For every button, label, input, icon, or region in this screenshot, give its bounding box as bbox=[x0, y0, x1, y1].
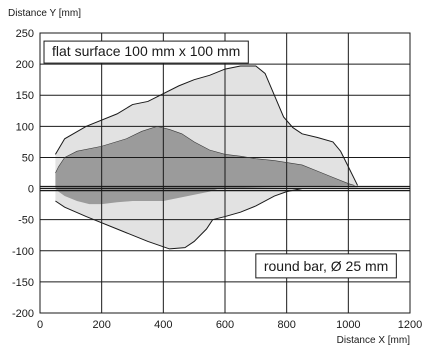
zero-axis-band bbox=[40, 185, 410, 192]
flat-surface-annotation: flat surface 100 mm x 100 mm bbox=[43, 40, 249, 64]
series-2-area bbox=[55, 126, 355, 205]
y-tick-label: -150 bbox=[12, 277, 34, 289]
round-bar-annotation: round bar, Ø 25 mm bbox=[255, 253, 397, 279]
series-2-upper-line bbox=[55, 126, 355, 186]
x-tick-label: 0 bbox=[37, 319, 43, 331]
y-tick-label: -50 bbox=[18, 215, 34, 227]
round-bar-label-box bbox=[255, 253, 397, 279]
y-tick-label: 100 bbox=[16, 121, 34, 133]
x-tick-label: 600 bbox=[216, 319, 234, 331]
y-tick-label: -100 bbox=[12, 246, 34, 258]
flat-surface-label-box bbox=[43, 40, 249, 64]
x-tick-label: 800 bbox=[277, 319, 295, 331]
y-tick-label: 150 bbox=[16, 90, 34, 102]
y-tick-label: 200 bbox=[16, 59, 34, 71]
plot-frame bbox=[39, 32, 411, 314]
series-1-upper-line bbox=[54, 65, 359, 186]
x-tick-label: 400 bbox=[154, 319, 172, 331]
x-axis-label: Distance X [mm] bbox=[337, 335, 411, 346]
y-tick-label: 0 bbox=[28, 184, 34, 196]
round-bar-label: round bar, Ø 25 mm bbox=[264, 258, 389, 274]
y-axis-label: Distance Y [mm] bbox=[8, 8, 81, 19]
y-tick-labels: 250 200 150 100 50 0 -50 -100 -150 -200 bbox=[12, 28, 34, 320]
x-tick-label: 1200 bbox=[398, 319, 422, 331]
x-tick-label: 200 bbox=[92, 319, 110, 331]
x-tick-label: 1000 bbox=[336, 319, 360, 331]
flat-surface-label: flat surface 100 mm x 100 mm bbox=[52, 43, 240, 59]
y-tick-label: -200 bbox=[12, 308, 34, 320]
x-tick-labels: 0 200 400 600 800 1000 1200 bbox=[37, 319, 422, 331]
y-tick-label: 250 bbox=[16, 28, 34, 40]
y-tick-label: 50 bbox=[22, 152, 34, 164]
